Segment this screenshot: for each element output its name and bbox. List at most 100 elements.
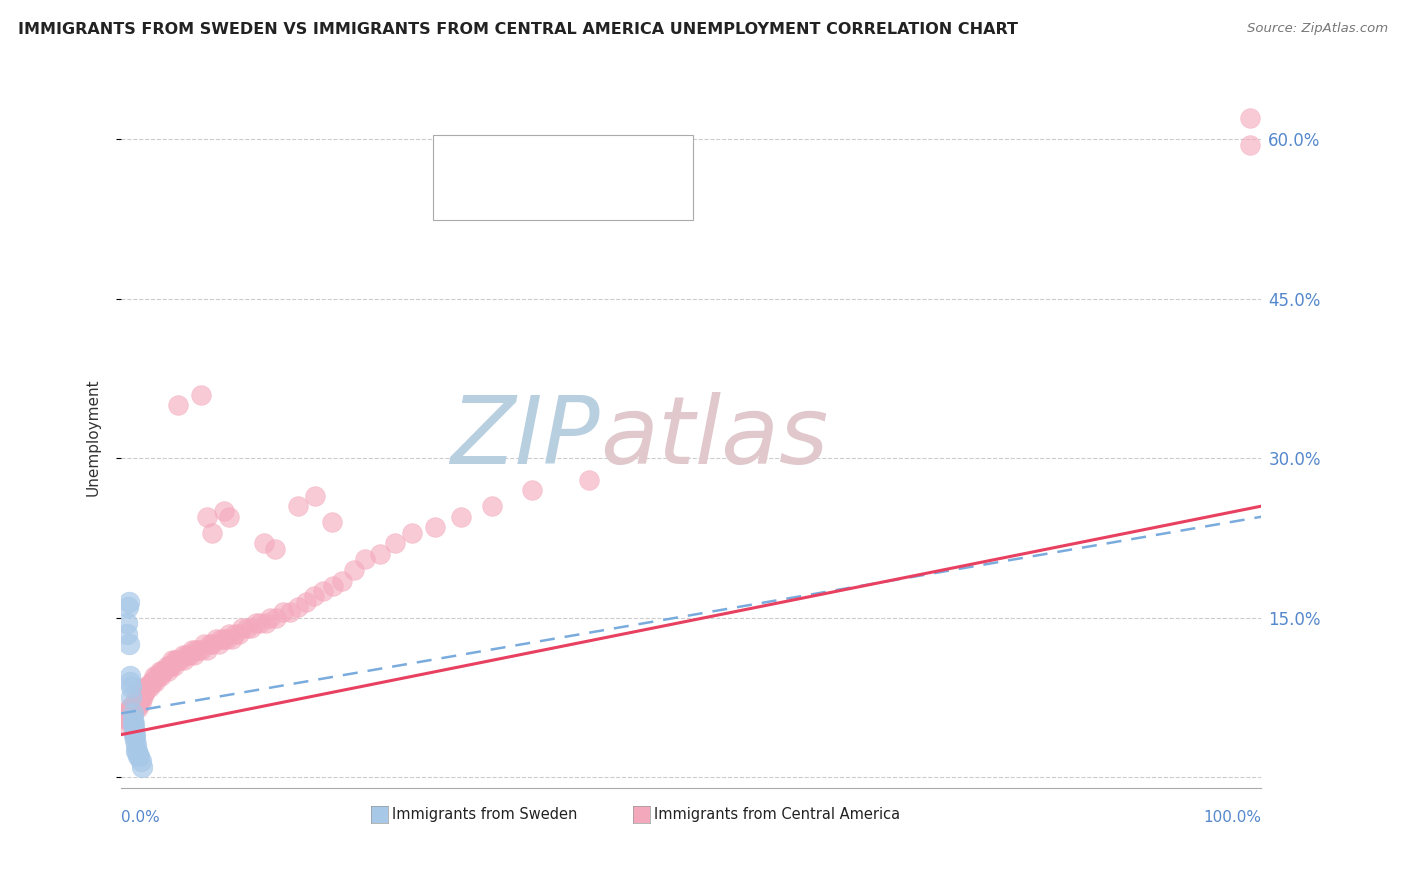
- Point: [129, 696, 152, 710]
- Point: [122, 696, 145, 710]
- Point: [231, 621, 253, 635]
- Point: [190, 642, 212, 657]
- Point: [146, 669, 169, 683]
- Point: [148, 669, 170, 683]
- Point: [118, 595, 141, 609]
- Point: [156, 658, 179, 673]
- Point: [125, 743, 148, 757]
- Point: [127, 696, 149, 710]
- Point: [162, 653, 184, 667]
- Point: [343, 563, 366, 577]
- Point: [264, 541, 287, 556]
- Point: [121, 701, 143, 715]
- Point: [278, 606, 301, 620]
- Point: [122, 723, 145, 737]
- Point: [174, 648, 197, 662]
- Point: [240, 621, 263, 635]
- Point: [235, 621, 257, 635]
- Point: [322, 579, 344, 593]
- Point: [150, 669, 173, 683]
- Point: [124, 696, 146, 710]
- Point: [143, 674, 166, 689]
- Point: [201, 525, 224, 540]
- Point: [253, 536, 276, 550]
- Point: [150, 664, 173, 678]
- Point: [423, 520, 446, 534]
- Point: [114, 706, 136, 721]
- Point: [127, 696, 149, 710]
- Point: [271, 606, 294, 620]
- Point: [180, 642, 202, 657]
- Point: [129, 754, 152, 768]
- Point: [152, 664, 174, 678]
- Point: [190, 387, 212, 401]
- Point: [127, 701, 149, 715]
- Point: [1239, 137, 1261, 152]
- Point: [143, 669, 166, 683]
- Point: [125, 739, 148, 753]
- Point: [132, 680, 155, 694]
- Point: [221, 632, 243, 646]
- Point: [122, 728, 145, 742]
- Point: [198, 637, 221, 651]
- Point: [139, 674, 162, 689]
- Point: [127, 690, 149, 705]
- Point: [131, 685, 153, 699]
- Point: [115, 626, 138, 640]
- Text: IMMIGRANTS FROM SWEDEN VS IMMIGRANTS FROM CENTRAL AMERICA UNEMPLOYMENT CORRELATI: IMMIGRANTS FROM SWEDEN VS IMMIGRANTS FRO…: [18, 22, 1018, 37]
- Point: [115, 616, 138, 631]
- Point: [450, 509, 472, 524]
- Point: [118, 637, 141, 651]
- Point: [218, 509, 240, 524]
- Point: [165, 653, 187, 667]
- Point: [124, 701, 146, 715]
- Point: [184, 642, 207, 657]
- Point: [127, 748, 149, 763]
- Point: [173, 653, 195, 667]
- Point: [354, 552, 377, 566]
- Point: [131, 690, 153, 705]
- Point: [163, 653, 186, 667]
- Point: [217, 632, 239, 646]
- Point: [167, 653, 190, 667]
- Point: [312, 584, 335, 599]
- Text: R = 0.592   N = 113: R = 0.592 N = 113: [472, 177, 655, 194]
- Point: [122, 701, 145, 715]
- Y-axis label: Unemployment: Unemployment: [86, 378, 100, 496]
- Point: [481, 499, 503, 513]
- Point: [145, 669, 167, 683]
- Point: [172, 648, 194, 662]
- Point: [157, 658, 180, 673]
- Point: [141, 674, 163, 689]
- Point: [195, 642, 218, 657]
- Point: [134, 685, 156, 699]
- Point: [578, 473, 600, 487]
- Point: [228, 626, 250, 640]
- Point: [245, 616, 267, 631]
- Text: 0.0%: 0.0%: [121, 810, 160, 825]
- Point: [135, 680, 157, 694]
- Point: [218, 626, 240, 640]
- Point: [287, 600, 309, 615]
- Point: [121, 717, 143, 731]
- Point: [122, 717, 145, 731]
- Point: [128, 748, 150, 763]
- Text: Immigrants from Central America: Immigrants from Central America: [654, 807, 900, 822]
- Point: [208, 637, 231, 651]
- Point: [212, 632, 235, 646]
- Point: [177, 648, 200, 662]
- Point: [249, 616, 271, 631]
- Point: [120, 690, 142, 705]
- Point: [156, 664, 179, 678]
- Point: [136, 680, 159, 694]
- Point: [120, 701, 142, 715]
- Point: [114, 712, 136, 726]
- Point: [520, 483, 543, 498]
- Text: Immigrants from Sweden: Immigrants from Sweden: [392, 807, 578, 822]
- Point: [128, 690, 150, 705]
- Point: [304, 489, 326, 503]
- Point: [162, 658, 184, 673]
- Point: [120, 701, 142, 715]
- Point: [121, 706, 143, 721]
- Point: [160, 658, 183, 673]
